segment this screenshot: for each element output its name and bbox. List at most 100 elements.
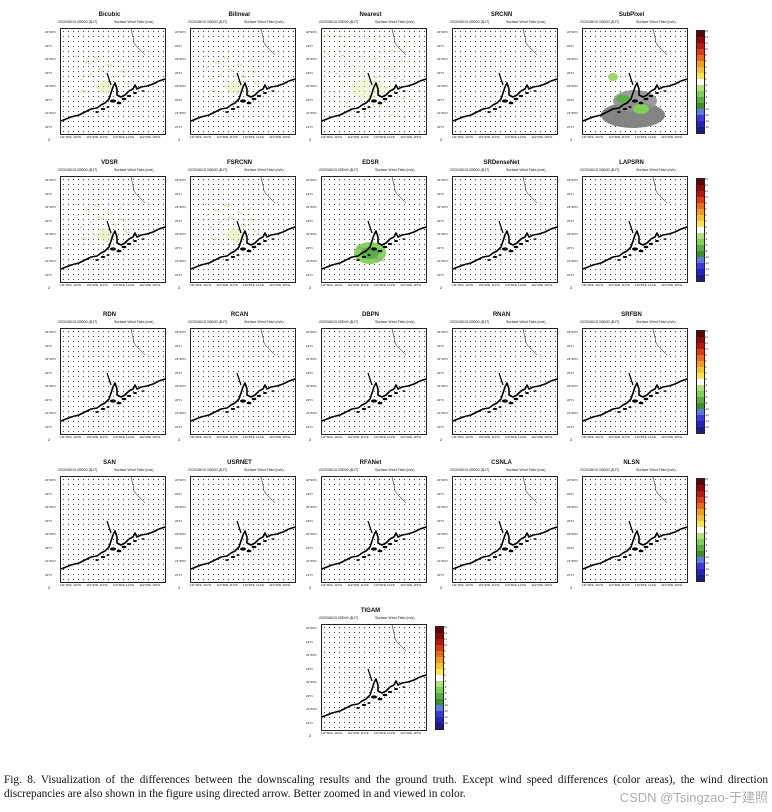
island (141, 90, 145, 92)
colorbar-tick: 10 (705, 196, 708, 199)
latitude-label: 24°30'N (175, 478, 186, 482)
colorbar-segment (697, 103, 704, 109)
latitude-label: 23°N (175, 370, 182, 375)
panel-rcan: RCAN 2020/08/19 00Ð00 (BJT) Surface Wind F… (175, 312, 307, 452)
longitude-label: 114°30'E (661, 283, 674, 287)
latitude-label: 21°N (306, 272, 313, 277)
island (361, 107, 367, 111)
island (394, 540, 398, 542)
latitude-label: 22°30'N (175, 84, 186, 88)
latitude-label: 24°30'N (175, 330, 186, 334)
colorbar-segment (436, 657, 443, 663)
colorbar-tick: 4 (444, 662, 446, 665)
longitude-label: 115°E (413, 435, 422, 439)
island (643, 245, 649, 249)
longitude-label: 113°30'E (504, 135, 517, 139)
island (240, 247, 246, 251)
latitude-label: 21°N (567, 424, 574, 429)
colorbar-tick: 14 (705, 36, 708, 39)
colorbar-tick: 2 (705, 72, 707, 75)
colorbar-segment (697, 385, 704, 391)
longitude-label: 113°30'E (112, 135, 125, 139)
island (502, 547, 508, 551)
island (230, 555, 236, 559)
coastline (453, 526, 557, 570)
island (655, 92, 659, 94)
latitude-label: 23°30'N (175, 57, 186, 61)
longitude-label: 115°E (544, 583, 553, 587)
colorbar-ticks: 16 14 12 10 8 6 4 2 0 -2 -4 -6 -8 -10 -12 -14 -16 (705, 330, 715, 432)
reference-vector: 2 (48, 137, 51, 142)
light-difference-overlay (204, 55, 261, 97)
longitude-label: 111°30'E (452, 135, 464, 139)
colorbar-tick: 4 (705, 514, 707, 517)
island (110, 247, 116, 251)
island (251, 397, 257, 401)
colorbar-tick: -4 (705, 238, 708, 241)
latitude-label: 24°N (45, 491, 52, 496)
island (382, 397, 388, 401)
longitude-label: 112°30'E (347, 135, 360, 139)
longitude-label: 114°30'E (269, 583, 282, 587)
panel-field-label: Surface Wind Field (m/s) (244, 168, 284, 172)
island (133, 240, 137, 242)
latitude-label: 21°N (567, 124, 574, 129)
map-drawing (322, 177, 426, 270)
island (230, 407, 236, 411)
longitude-label: 113°E (99, 135, 108, 139)
longitude-label: 113°30'E (112, 435, 125, 439)
island (655, 392, 659, 394)
colorbar-tick: 8 (705, 54, 707, 57)
island (622, 107, 628, 111)
panel-timestamp: 2020/08/19 00Ð00 (BJT) (58, 468, 98, 472)
wind-field-map (190, 176, 296, 283)
colorbar-tick: 4 (705, 366, 707, 369)
colorbar-segment (697, 185, 704, 191)
island (487, 559, 491, 561)
island (525, 240, 529, 242)
island (256, 242, 262, 246)
coastline (583, 378, 687, 422)
colorbar-segment (697, 233, 704, 239)
island (356, 411, 360, 413)
longitude-label: 112°E (595, 583, 604, 587)
longitude-label: 112°30'E (216, 435, 229, 439)
latitude-label: 22°N (306, 245, 313, 250)
longitude-labels: 111°30'E 112°E 112°30'E 113°E 113°30'E 114°E 1… (321, 435, 431, 441)
island (533, 390, 537, 392)
island (533, 238, 537, 240)
island (263, 240, 267, 242)
colorbar-ticks: 16 14 12 10 8 6 4 2 0 -2 -4 -6 -8 -10 -12 -14 -16 (705, 178, 715, 280)
latitude-label: 23°N (175, 218, 182, 223)
island (367, 106, 371, 108)
panel-title: TIGAM (360, 608, 381, 614)
map-drawing (583, 29, 687, 128)
latitude-label: 21°30'N (306, 707, 317, 711)
longitude-label: 112°E (334, 435, 343, 439)
island (502, 399, 508, 403)
island (394, 392, 398, 394)
latitude-label: 23°30'N (306, 205, 317, 209)
longitude-label: 112°E (73, 283, 82, 287)
panel-field-label: Surface Wind Field (m/s) (244, 468, 284, 472)
longitude-label: 112°30'E (216, 135, 229, 139)
panel-timestamp: 2020/08/19 00Ð00 (BJT) (319, 20, 359, 24)
island (271, 238, 275, 240)
colorbar-tick: 16 (705, 478, 708, 481)
longitude-label: 111°30'E (582, 435, 594, 439)
island (367, 406, 371, 408)
colorbar-tick: -14 (705, 420, 709, 423)
colorbar-segment (697, 331, 704, 337)
latitude-label: 21°30'N (306, 411, 317, 415)
colorbar-tick: 16 (705, 178, 708, 181)
island (492, 407, 498, 411)
longitude-labels: 111°30'E 112°E 112°30'E 113°E 113°30'E 114°E 1… (190, 135, 300, 141)
longitude-label: 111°30'E (190, 135, 202, 139)
longitude-label: 114°30'E (139, 135, 152, 139)
island (371, 399, 377, 403)
island (121, 545, 127, 549)
colorbar-segment (697, 415, 704, 421)
island (246, 249, 252, 253)
colorbar-tick: 16 (444, 626, 447, 629)
reference-vector: 2 (309, 585, 312, 590)
